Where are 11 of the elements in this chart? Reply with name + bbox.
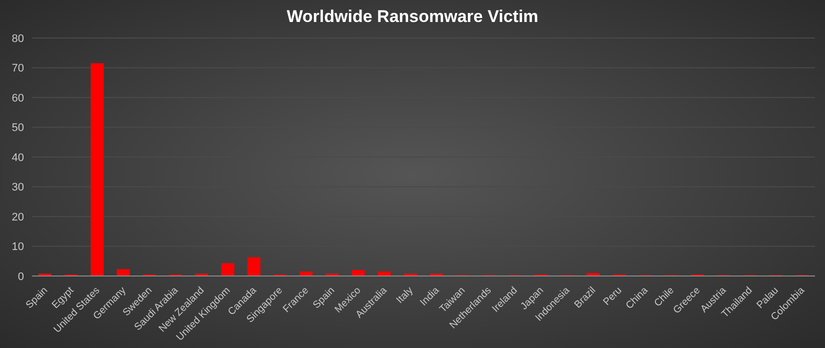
y-tick-label: 60 — [12, 92, 24, 104]
x-tick-label: Italy — [394, 285, 416, 306]
y-tick-label: 40 — [12, 152, 24, 164]
chart-title: Worldwide Ransomware Victim — [286, 6, 540, 28]
y-tick-label: 0 — [18, 270, 24, 283]
y-tick-label: 10 — [12, 241, 24, 254]
y-tick-label: 20 — [12, 211, 24, 224]
y-tick-label: 50 — [12, 122, 24, 134]
y-tick-label: 80 — [12, 32, 24, 45]
y-tick-label: 70 — [12, 62, 24, 75]
y-tick-label: 30 — [12, 182, 24, 194]
